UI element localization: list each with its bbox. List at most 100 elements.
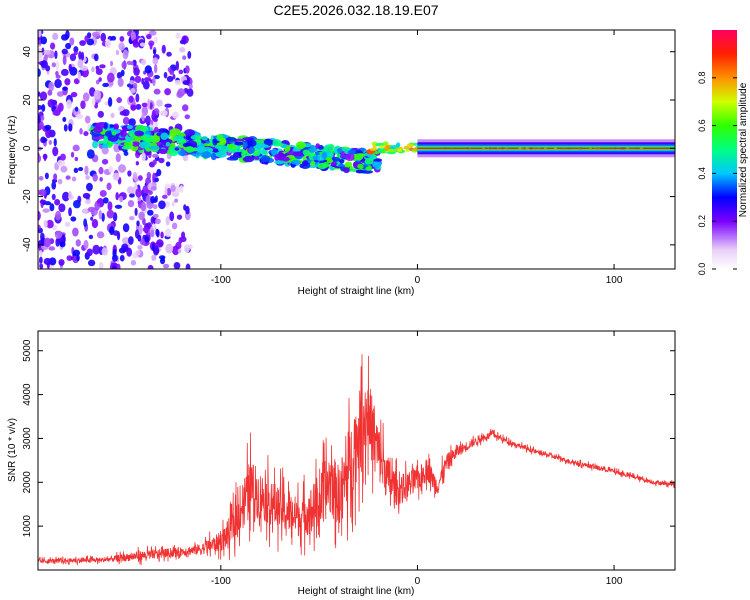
- heatmap-cell: [100, 32, 107, 42]
- heatmap-cell: [97, 110, 104, 118]
- heatmap-cell: [195, 138, 202, 146]
- heatmap-cell: [121, 146, 132, 150]
- heatmap-cell: [141, 135, 148, 142]
- heatmap-cell: [153, 88, 161, 95]
- heatmap-cell: [142, 227, 149, 233]
- heatmap-cell: [52, 146, 59, 157]
- heatmap-cell: [72, 199, 81, 209]
- heatmap-cell: [182, 80, 190, 86]
- heatmap-cell: [153, 117, 158, 123]
- heatmap-cell: [63, 124, 68, 132]
- heatmap-cell: [107, 140, 113, 149]
- heatmap-cell: [163, 71, 168, 79]
- heatmap-cell: [155, 239, 164, 248]
- heatmap-cell: [525, 147, 529, 150]
- heatmap-cell: [131, 141, 140, 147]
- heatmap-cell: [57, 178, 63, 185]
- heatmap-cell: [185, 263, 191, 269]
- heatmap-cell: [123, 151, 129, 156]
- heatmap-cell: [102, 82, 109, 88]
- heatmap-cell: [270, 148, 278, 156]
- heatmap-cell: [77, 166, 84, 172]
- heatmap-cell: [152, 76, 156, 87]
- heatmap-cell: [405, 149, 410, 152]
- heatmap-cell: [184, 65, 190, 74]
- heatmap-cell: [53, 138, 57, 147]
- heatmap-cell: [179, 185, 184, 193]
- heatmap-cell: [137, 175, 143, 181]
- heatmap-cell: [55, 71, 59, 77]
- heatmap-cell: [126, 186, 134, 194]
- heatmap-cell: [174, 198, 179, 203]
- heatmap-cell: [141, 58, 147, 66]
- heatmap-cell: [51, 62, 57, 68]
- heatmap-cell: [137, 245, 143, 250]
- heatmap-cell: [197, 147, 205, 153]
- heatmap-cell: [107, 201, 113, 211]
- heatmap-cell: [106, 209, 115, 219]
- heatmap-cell: [73, 167, 79, 174]
- heatmap-cell: [140, 201, 147, 212]
- heatmap-cell: [504, 147, 508, 150]
- heatmap-cell: [496, 147, 500, 150]
- heatmap-cell: [55, 60, 60, 71]
- heatmap-cell: [122, 49, 129, 60]
- heatmap-cell: [42, 208, 50, 213]
- spectrogram-y-tick-label: 40: [22, 46, 33, 58]
- colorbar-gradient: [712, 30, 737, 269]
- heatmap-cell: [154, 36, 158, 43]
- heatmap-cell: [129, 79, 135, 85]
- colorbar-label: Normalized spectral amplitude: [738, 82, 749, 217]
- heatmap-cell: [178, 69, 184, 75]
- heatmap-cell: [38, 30, 42, 38]
- heatmap-cell: [635, 147, 639, 150]
- colorbar-tick-label: 0.4: [697, 167, 707, 180]
- heatmap-cell: [175, 32, 181, 39]
- heatmap-cell: [60, 153, 66, 161]
- heatmap-cell: [329, 152, 334, 157]
- snr-x-tick-label: 0: [415, 576, 421, 587]
- heatmap-cell: [101, 158, 109, 165]
- heatmap-cell: [302, 149, 311, 156]
- heatmap-cell: [41, 137, 48, 143]
- heatmap-cell: [54, 50, 58, 60]
- heatmap-cell: [128, 215, 135, 221]
- heatmap-cell: [248, 146, 255, 154]
- heatmap-cell: [201, 151, 212, 159]
- heatmap-cell: [38, 68, 41, 77]
- heatmap-cell: [312, 155, 319, 161]
- heatmap-cell: [135, 103, 142, 110]
- heatmap-cell: [93, 89, 101, 100]
- heatmap-cell: [160, 132, 169, 141]
- heatmap-cell: [365, 166, 372, 171]
- heatmap-cell: [338, 159, 345, 164]
- heatmap-cell: [177, 248, 182, 254]
- heatmap-cell: [73, 78, 80, 85]
- heatmap-cell: [278, 156, 290, 162]
- heatmap-cell: [594, 147, 598, 150]
- heatmap-cell: [102, 142, 109, 149]
- heatmap-cell: [44, 124, 52, 131]
- heatmap-cell: [116, 97, 123, 103]
- heatmap-cell: [146, 33, 152, 40]
- heatmap-cell: [47, 98, 56, 108]
- heatmap-cell: [62, 55, 67, 66]
- heatmap-cell: [175, 60, 180, 71]
- heatmap-cell: [578, 147, 582, 150]
- heatmap-cell: [374, 150, 379, 155]
- heatmap-cell: [91, 31, 100, 38]
- heatmap-cell: [165, 142, 171, 147]
- heatmap-cell: [212, 138, 218, 146]
- heatmap-cell: [105, 38, 112, 49]
- heatmap-cell: [138, 224, 143, 235]
- snr-frame: [37, 330, 676, 571]
- heatmap-cell: [183, 204, 187, 211]
- heatmap-cell: [95, 79, 100, 85]
- heatmap-cell: [111, 254, 118, 262]
- heatmap-cell: [75, 239, 81, 247]
- heatmap-cell: [597, 147, 601, 150]
- heatmap-cell: [588, 147, 592, 150]
- heatmap-cell: [121, 243, 129, 252]
- heatmap-cell: [158, 148, 168, 155]
